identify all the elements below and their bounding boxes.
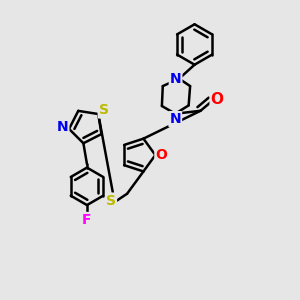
Text: S: S: [106, 194, 116, 208]
Text: O: O: [211, 92, 224, 107]
Text: N: N: [170, 72, 182, 86]
Text: F: F: [82, 213, 92, 227]
Text: S: S: [99, 103, 109, 118]
Text: N: N: [57, 120, 68, 134]
Text: O: O: [155, 148, 167, 162]
Text: N: N: [169, 112, 181, 126]
